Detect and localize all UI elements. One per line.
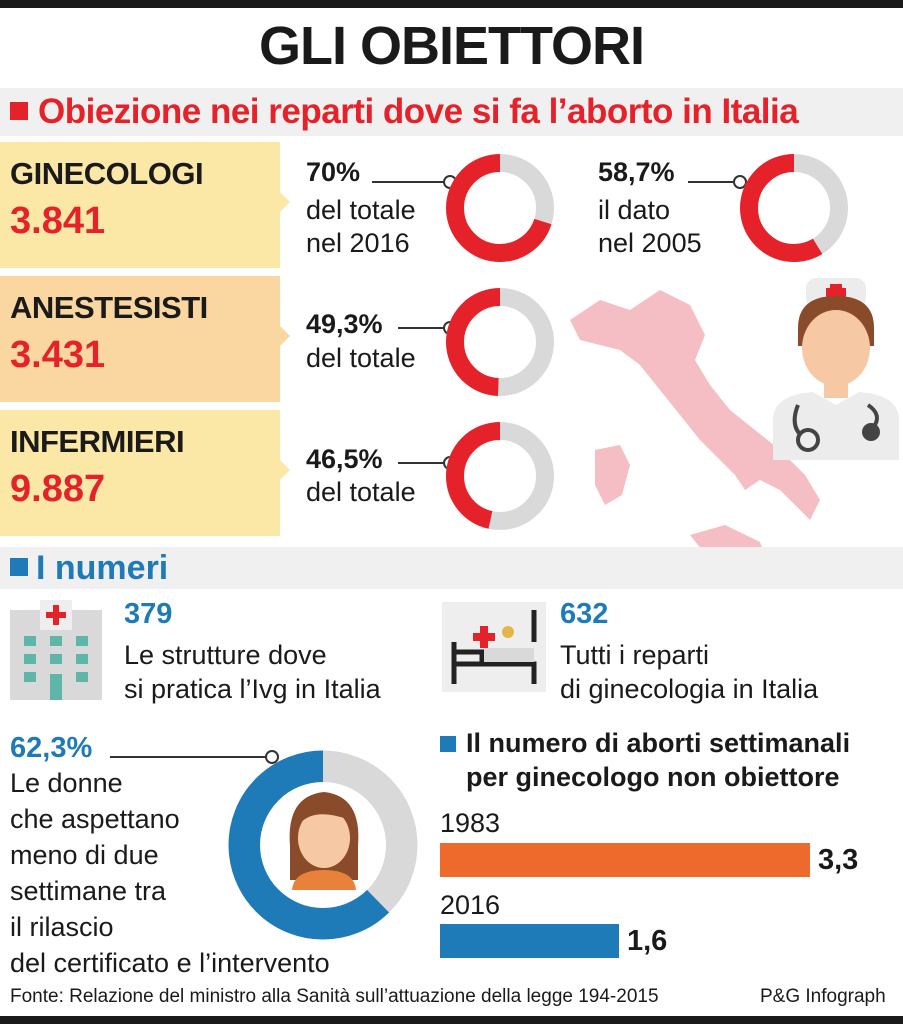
- sub-anestesisti: del totale: [306, 343, 416, 373]
- section-1-heading: Obiezione nei reparti dove si fa l’abort…: [38, 92, 799, 131]
- card-value: 3.841: [10, 200, 106, 242]
- donne-pct: 62,3%: [10, 732, 93, 764]
- bar-chart-square: [440, 736, 456, 752]
- pct-ginecologi: 70%: [306, 157, 361, 187]
- bar-chart-title-1: Il numero di aborti settimanali: [466, 728, 851, 758]
- donne-line-4: settimane tra: [10, 876, 167, 906]
- bar-2016: [440, 924, 619, 958]
- hospital-building-icon: [10, 600, 102, 700]
- sub-ginecologi-1: del totale: [306, 195, 416, 225]
- sub-2005-1: il dato: [598, 195, 671, 225]
- donut-ginecologi: [446, 154, 554, 262]
- woman-avatar-icon: [289, 792, 359, 890]
- strutture-line-1: Le strutture dove: [124, 640, 327, 670]
- bottom-bar: [0, 1016, 903, 1024]
- donne-line-1: Le donne: [10, 768, 123, 798]
- top-bar: [0, 0, 903, 8]
- pct-anestesisti: 49,3%: [306, 309, 383, 339]
- hospital-bed-icon: [442, 602, 546, 692]
- donut-infermieri: [446, 422, 554, 530]
- card-value: 3.431: [10, 334, 106, 376]
- pct-2005: 58,7%: [598, 157, 675, 187]
- bar-1983: [440, 843, 810, 877]
- card-arrow: [280, 192, 290, 212]
- donut-value-arc: [446, 154, 554, 262]
- section-1-square: [10, 102, 28, 120]
- donut-donne: [228, 750, 418, 940]
- page-title: GLI OBIETTORI: [258, 16, 645, 76]
- doctor-icon: [773, 278, 899, 460]
- section-1-header: [0, 88, 903, 136]
- strutture-number: 379: [124, 598, 173, 630]
- card-label: INFERMIERI: [10, 424, 185, 459]
- card-arrow: [280, 460, 290, 480]
- sub-ginecologi-2: nel 2016: [306, 228, 410, 258]
- card-infermieri: INFERMIERI 9.887: [0, 410, 290, 536]
- card-label: GINECOLOGI: [10, 156, 204, 191]
- card-arrow: [280, 326, 290, 346]
- donut-value-arc: [740, 154, 848, 262]
- donne-line-6: del certificato e l’intervento: [10, 948, 330, 978]
- donne-line-5: il rilascio: [10, 912, 114, 942]
- bar-value-1983: 3,3: [818, 844, 859, 876]
- footer-source: Fonte: Relazione del ministro alla Sanit…: [10, 986, 659, 1007]
- donne-line-2: che aspettano: [10, 804, 180, 834]
- reparti-number: 632: [560, 598, 609, 630]
- sub-2005-2: nel 2005: [598, 228, 702, 258]
- bar-value-2016: 1,6: [627, 925, 668, 957]
- section-2-square: [10, 558, 28, 576]
- bar-category-2016: 2016: [440, 890, 501, 920]
- bar-chart-title-2: per ginecologo non obiettore: [466, 762, 840, 792]
- donut-value-arc: [446, 422, 554, 530]
- donut-2005: [740, 154, 848, 262]
- reparti-line-2: di ginecologia in Italia: [560, 674, 819, 704]
- card-anestesisti: ANESTESISTI 3.431: [0, 276, 290, 402]
- section-2-heading: I numeri: [36, 549, 169, 587]
- card-value: 9.887: [10, 468, 106, 510]
- strutture-line-2: si pratica l’Ivg in Italia: [124, 674, 381, 704]
- donut-value-arc: [446, 288, 554, 396]
- bar-category-1983: 1983: [440, 808, 501, 838]
- donne-line-3: meno di due: [10, 840, 159, 870]
- section-2-header: [0, 547, 903, 589]
- reparti-line-1: Tutti i reparti: [560, 640, 710, 670]
- sub-infermieri: del totale: [306, 477, 416, 507]
- pct-infermieri: 46,5%: [306, 444, 383, 474]
- footer-credit: P&G Infograph: [760, 986, 886, 1007]
- donut-value-arc: [228, 750, 418, 940]
- card-label: ANESTESISTI: [10, 290, 208, 325]
- donut-anestesisti: [446, 288, 554, 396]
- card-ginecologi: GINECOLOGI 3.841: [0, 142, 290, 268]
